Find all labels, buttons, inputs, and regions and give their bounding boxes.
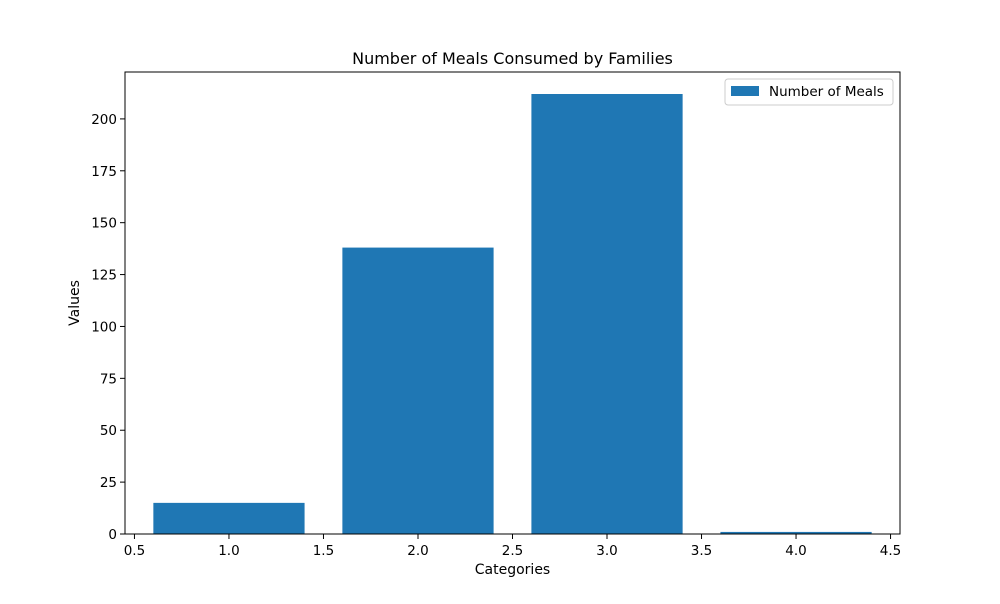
y-tick-label: 0 [108,527,117,543]
y-tick-label: 25 [100,475,117,491]
y-tick-label: 175 [91,164,117,180]
bar-2 [342,247,494,534]
x-tick-label: 4.0 [785,543,806,559]
x-tick-label: 2.5 [502,543,523,559]
legend-frame [724,78,894,106]
y-tick-label: 200 [91,112,117,128]
y-tick-label: 125 [91,268,117,284]
x-axis-label: Categories [475,562,550,578]
y-tick-label: 50 [100,423,117,439]
y-tick-label: 75 [100,371,117,387]
y-tick-label: 150 [91,216,117,232]
y-tick-label: 100 [91,319,117,335]
legend: Number of Meals [724,78,894,106]
bar-1 [153,502,305,534]
x-axis-ticks: 0.5 1.0 1.5 2.0 2.5 3.0 3.5 4.0 4.5 [124,534,901,559]
legend-swatch [731,86,759,96]
x-tick-label: 2.0 [407,543,428,559]
x-tick-label: 3.0 [596,543,617,559]
bar-4 [720,531,872,534]
x-tick-label: 4.5 [880,543,901,559]
y-axis-label: Values [67,280,83,326]
x-tick-label: 0.5 [124,543,145,559]
x-tick-label: 3.5 [691,543,712,559]
bars-group [153,94,872,534]
bar-3 [531,94,683,534]
legend-label: Number of Meals [769,84,884,100]
x-tick-label: 1.0 [218,543,239,559]
plot-area: 0.5 1.0 1.5 2.0 2.5 3.0 3.5 4.0 4.5 0 25 50 75 100 12… [91,71,901,559]
y-axis-ticks: 0 25 50 75 100 125 150 175 200 [91,112,125,543]
chart-title: Number of Meals Consumed by Families [352,49,673,68]
x-tick-label: 1.5 [313,543,334,559]
